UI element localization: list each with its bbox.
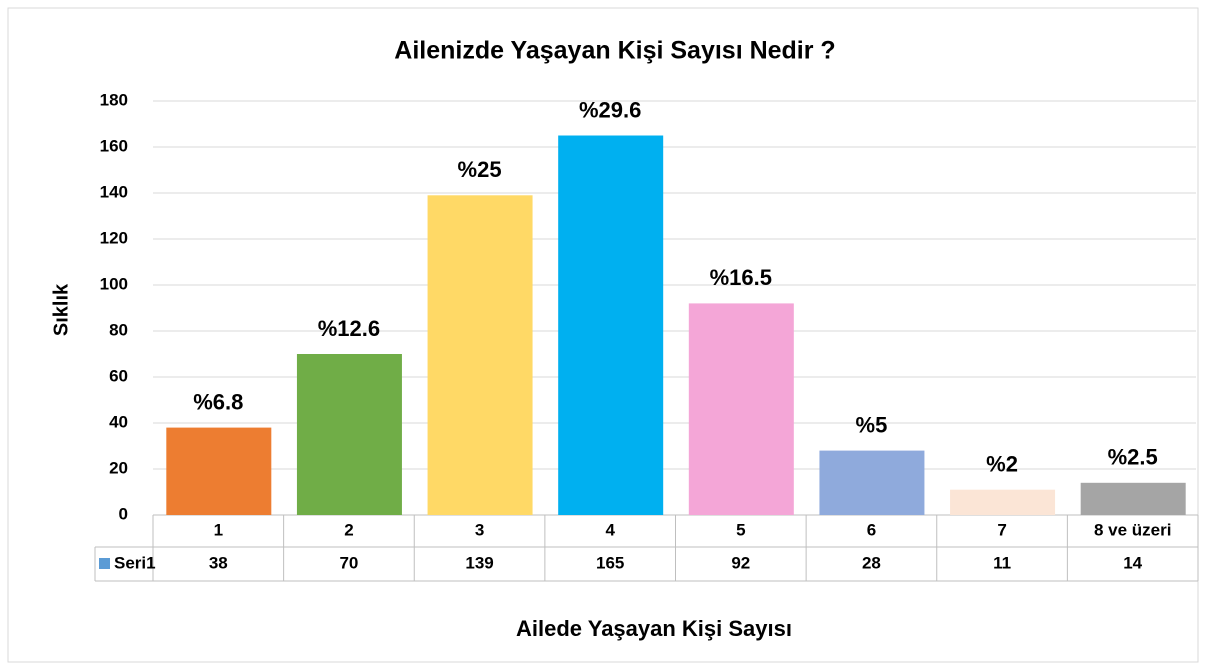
x-tick-label: 8 ve üzeri	[1094, 520, 1172, 539]
y-tick-label: 100	[100, 274, 128, 293]
value-label: %6.8	[193, 389, 243, 414]
y-axis-title: Sıklık	[50, 283, 72, 336]
x-tick-label: 7	[997, 520, 1006, 539]
bar	[1080, 482, 1186, 515]
x-tick-label: 4	[605, 520, 615, 539]
x-tick-label: 3	[475, 520, 484, 539]
value-label: %5	[856, 412, 888, 437]
table-value: 139	[465, 553, 493, 572]
legend-label: Seri1	[114, 553, 156, 572]
value-label: %25	[458, 157, 502, 182]
value-label: %12.6	[318, 316, 380, 341]
y-tick-label: 0	[119, 504, 128, 523]
table-value: 11	[993, 553, 1011, 572]
y-tick-label: 160	[100, 136, 128, 155]
value-label: %29.6	[579, 97, 641, 122]
x-tick-label: 6	[867, 520, 876, 539]
table-value: 92	[731, 553, 750, 572]
bar	[819, 450, 925, 515]
bar	[166, 427, 272, 515]
bar	[558, 135, 664, 515]
y-tick-label: 180	[100, 90, 128, 109]
y-tick-label: 140	[100, 182, 128, 201]
x-axis-title: Ailede Yaşayan Kişi Sayısı	[516, 616, 792, 641]
bar	[688, 303, 794, 515]
y-tick-label: 40	[109, 412, 128, 431]
value-label: %16.5	[710, 265, 772, 290]
table-value: 14	[1123, 553, 1142, 572]
y-tick-label: 80	[109, 320, 128, 339]
bar	[427, 195, 533, 516]
legend-swatch	[99, 558, 110, 569]
chart-title: Ailenizde Yaşayan Kişi Sayısı Nedir ?	[394, 37, 835, 65]
y-tick-label: 120	[100, 228, 128, 247]
value-label: %2.5	[1108, 445, 1158, 470]
bar	[950, 489, 1056, 515]
bar	[296, 354, 402, 515]
table-value: 70	[339, 553, 358, 572]
table-value: 28	[862, 553, 881, 572]
table-value: 38	[209, 553, 228, 572]
y-tick-label: 20	[109, 458, 128, 477]
y-tick-label: 60	[109, 366, 128, 385]
x-tick-label: 1	[214, 520, 223, 539]
x-tick-label: 2	[344, 520, 353, 539]
x-tick-label: 5	[736, 520, 745, 539]
table-value: 165	[596, 553, 624, 572]
value-label: %2	[986, 452, 1018, 477]
